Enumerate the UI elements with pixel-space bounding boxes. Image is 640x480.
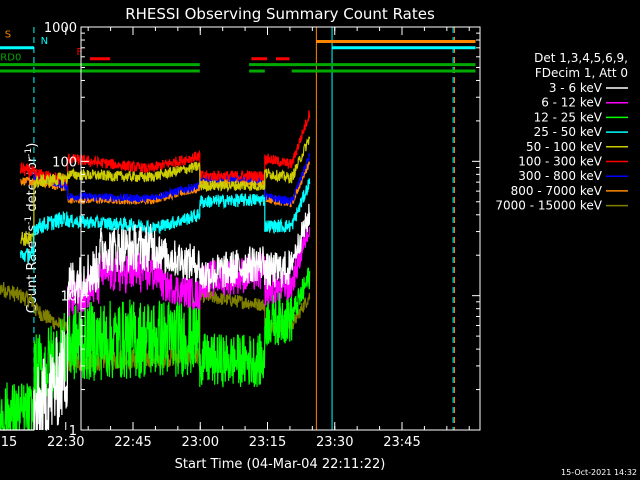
timestamp: 15-Oct-2021 14:32: [561, 468, 637, 477]
legend-label: 25 - 50 keV: [534, 125, 603, 139]
x-tick-label: 22:30: [47, 435, 84, 450]
legend-label: 800 - 7000 keV: [511, 184, 603, 198]
series-line-0: [0, 203, 311, 431]
legend: Det 1,3,4,5,6,9,FDecim 1, Att 03 - 6 keV…: [495, 51, 628, 213]
series-line-3: [19, 178, 311, 264]
flag-label-s: S: [5, 29, 11, 40]
plot-area: SNFRD0RD422:1522:3022:4523:0023:1523:302…: [0, 21, 481, 450]
y-tick-label: 10: [60, 290, 77, 305]
x-tick-label: 23:00: [182, 435, 219, 450]
y-tick-label: 1000: [44, 21, 77, 36]
legend-label: 12 - 25 keV: [534, 110, 603, 124]
x-tick-label: 23:30: [316, 435, 353, 450]
legend-header: Det 1,3,4,5,6,9,: [534, 51, 628, 65]
y-tick-label: 1: [69, 424, 77, 439]
series-line-2: [0, 267, 311, 431]
x-tick-label: 23:45: [383, 435, 420, 450]
plot-frame: [80, 26, 481, 431]
chart-title: RHESSI Observing Summary Count Rates: [125, 5, 435, 23]
legend-label: 50 - 100 keV: [526, 140, 603, 154]
legend-label: 3 - 6 keV: [549, 81, 603, 95]
flag-label-n: N: [41, 36, 48, 47]
series-line-5: [19, 110, 311, 187]
legend-label: 300 - 800 keV: [518, 169, 602, 183]
flag-label-f: F: [77, 47, 83, 58]
x-tick-label: 23:15: [249, 435, 286, 450]
legend-label: 100 - 300 keV: [518, 155, 602, 169]
x-tick-label: 22:15: [0, 435, 17, 450]
legend-header: FDecim 1, Att 0: [535, 66, 628, 80]
legend-label: 7000 - 15000 keV: [495, 199, 602, 213]
y-tick-label: 100: [52, 155, 77, 170]
x-tick-label: 22:45: [114, 435, 151, 450]
series-line-8: [0, 282, 311, 373]
flag-label-rd0: RD0: [0, 53, 21, 64]
series-line-4: [20, 136, 311, 247]
legend-label: 6 - 12 keV: [541, 96, 603, 110]
x-axis-label: Start Time (04-Mar-04 22:11:22): [175, 457, 386, 472]
